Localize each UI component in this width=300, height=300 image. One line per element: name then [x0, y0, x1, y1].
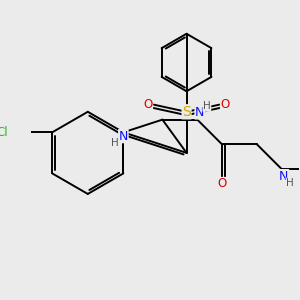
Text: N: N [119, 130, 128, 143]
Text: H: H [111, 138, 118, 148]
Text: O: O [217, 178, 226, 190]
Text: O: O [220, 98, 230, 111]
Text: H: H [203, 101, 211, 111]
Text: Cl: Cl [0, 126, 8, 139]
Text: S: S [182, 105, 191, 119]
Text: H: H [286, 178, 294, 188]
Text: N: N [195, 106, 204, 119]
Text: N: N [279, 169, 289, 183]
Text: O: O [143, 98, 153, 111]
